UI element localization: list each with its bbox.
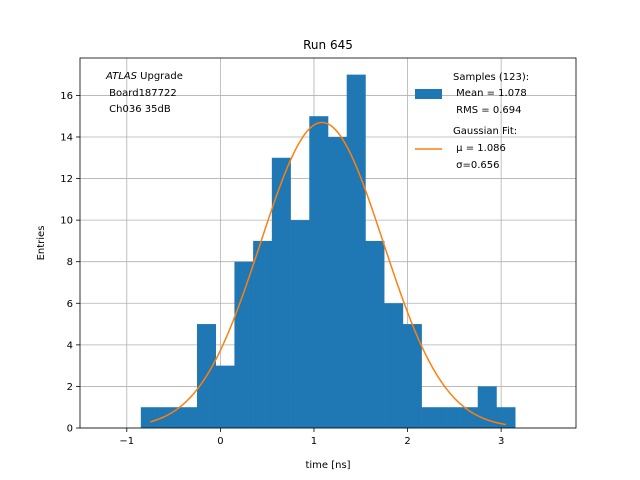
x-tick-label: 3 [498, 436, 504, 447]
plot-frame [79, 57, 577, 429]
gaussian-fit-curve [149, 121, 506, 426]
y-tick-label: 4 [67, 340, 73, 351]
y-tick-label: 6 [67, 299, 73, 310]
histogram-bar [309, 116, 329, 429]
y-tick-label: 14 [60, 132, 73, 143]
legend-samples-line-3: RMS = 0.694 [453, 105, 521, 116]
annotation-line-1: ATLAS Upgrade [105, 71, 183, 82]
histogram-bar [496, 407, 516, 428]
y-tick-label: 8 [67, 257, 73, 268]
annotation-atlas: ATLAS [105, 71, 138, 82]
histogram-bar [140, 407, 160, 428]
histogram-bar [328, 136, 348, 428]
y-tick-label: 2 [67, 382, 73, 393]
histogram-bar [459, 407, 479, 428]
x-tick-label: −1 [119, 436, 134, 447]
legend-samples-line-2: Mean = 1.078 [453, 88, 527, 99]
x-axis-ticks: −1 0 1 2 3 [119, 428, 504, 447]
histogram-bar [440, 407, 460, 428]
histogram-bar [384, 303, 404, 428]
legend-samples-line-1: Samples (123): [453, 72, 529, 83]
legend-fit-line-2: μ = 1.086 [453, 143, 506, 154]
annotation-line-3: Ch036 35dB [106, 104, 171, 115]
legend-fit-line-1: Gaussian Fit: [453, 126, 517, 137]
y-tick-label: 16 [60, 91, 73, 102]
histogram-bar [271, 157, 291, 429]
y-tick-label: 12 [60, 174, 73, 185]
histogram-bar [402, 324, 422, 428]
histogram-bar [178, 407, 198, 428]
atlas-annotation: ATLAS Upgrade Board187722 Ch036 35dB [105, 71, 183, 115]
histogram-bar [346, 74, 366, 428]
x-tick-label: 2 [404, 436, 410, 447]
chart-title: Run 645 [303, 38, 353, 52]
x-tick-label: 0 [217, 436, 223, 447]
legend: Samples (123): Mean = 1.078 RMS = 0.694 … [415, 72, 529, 171]
histogram-bar [365, 240, 385, 428]
annotation-line-2: Board187722 [106, 88, 177, 99]
y-tick-label: 10 [60, 216, 73, 227]
histogram-bar [234, 261, 254, 428]
annotation-upgrade: Upgrade [137, 71, 183, 82]
x-axis-label: time [ns] [305, 460, 350, 471]
histogram-bar [421, 407, 441, 428]
histogram-bar [290, 220, 310, 428]
y-axis-label: Entries [36, 226, 47, 261]
histogram-bar [253, 240, 273, 428]
y-axis-ticks: 0 2 4 6 8 10 12 14 16 [60, 91, 80, 435]
x-tick-label: 1 [311, 436, 317, 447]
legend-fit-line-3: σ=0.656 [453, 160, 500, 171]
histogram-bar [159, 407, 179, 428]
y-tick-label: 0 [67, 424, 73, 435]
histogram-bar [215, 365, 235, 428]
legend-swatch-samples [415, 89, 442, 99]
